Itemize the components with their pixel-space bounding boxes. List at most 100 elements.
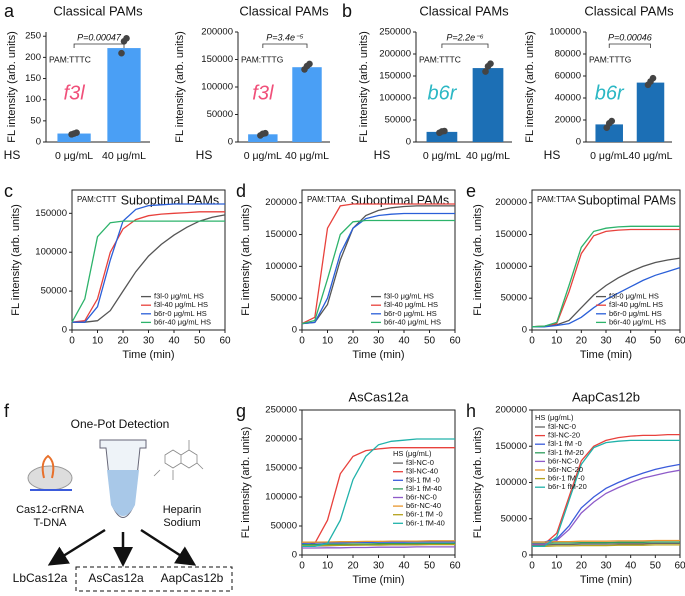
legend-label: f3l-40 μg/mL HS xyxy=(384,300,438,309)
y-axis-label: FL intensity (arb. units) xyxy=(472,204,484,315)
x-tick-label: 40 xyxy=(625,336,637,347)
y-tick-label: 0 xyxy=(292,550,297,561)
y-tick-label: 100000 xyxy=(379,93,411,104)
x-axis-label: HS xyxy=(544,148,561,162)
y-tick-label: 250 xyxy=(25,31,41,42)
y-tick-label: 100000 xyxy=(35,247,67,258)
x-axis-label: Time (min) xyxy=(352,349,404,361)
chart-title: Classical PAMs xyxy=(584,3,674,18)
x-tick-label: 40 μg/mL xyxy=(285,150,329,162)
x-tick-label: 10 xyxy=(551,336,563,347)
y-axis-label: FL intensity (arb. units) xyxy=(240,427,252,538)
legend-label: f3l-1 fM -0 xyxy=(406,475,440,484)
chart-title: Suboptimal PAMs xyxy=(351,193,449,207)
y-axis-label: FL intensity (arb. units) xyxy=(524,31,536,142)
legend-label: f3l-NC-0 xyxy=(406,458,434,467)
gene-label: f3l xyxy=(64,82,86,104)
x-tick-label: 30 xyxy=(143,336,155,347)
x-tick-label: 0 xyxy=(529,336,535,347)
line-series xyxy=(302,540,455,543)
replicate-dot xyxy=(73,129,80,136)
line-series xyxy=(302,438,455,547)
p-value: P=3.4e⁻⁵ xyxy=(266,32,304,42)
y-axis-label: FL intensity (arb. units) xyxy=(358,31,370,142)
arrow xyxy=(47,528,106,566)
y-tick-label: 200000 xyxy=(495,405,527,416)
x-tick-label: 40 μg/mL xyxy=(629,150,673,162)
panel-letter: e xyxy=(466,181,476,201)
y-tick-label: 0 xyxy=(62,325,67,336)
x-tick-label: 10 xyxy=(551,561,563,572)
legend-label: f3l-NC-0 xyxy=(548,422,576,431)
diagram: One-Pot Detection Cas12-crRNA T-DNA Hepa… xyxy=(13,417,233,592)
y-tick-label: 0 xyxy=(228,137,233,148)
legend-label: b6r-40 μg/mL HS xyxy=(384,317,441,326)
replicate-dot xyxy=(306,60,313,68)
legend-label: b6r-0 μg/mL HS xyxy=(154,309,207,318)
bar xyxy=(292,67,322,142)
x-tick-label: 0 xyxy=(299,561,305,572)
y-tick-label: 100000 xyxy=(495,261,527,272)
y-axis-label: FL intensity (arb. units) xyxy=(472,427,484,538)
legend-title: HS (μg/mL) xyxy=(535,413,574,422)
x-tick-label: 20 xyxy=(117,336,129,347)
p-value: P=2.2e⁻⁶ xyxy=(446,32,484,42)
diagram-label: T-DNA xyxy=(34,517,68,529)
y-tick-label: 0 xyxy=(36,137,41,148)
legend-label: b6r-1 fM -0 xyxy=(548,474,585,483)
y-tick-label: 150000 xyxy=(495,441,527,452)
legend-label: b6r-1 fM -0 xyxy=(406,510,443,519)
pam-label: PAM:TTTG xyxy=(241,54,283,64)
tube-liquid xyxy=(107,470,139,516)
y-axis-label: FL intensity (arb. units) xyxy=(174,31,186,142)
y-tick-label: 200000 xyxy=(265,434,297,445)
x-axis-label: Time (min) xyxy=(580,574,632,586)
y-tick-label: 20000 xyxy=(555,115,581,126)
bar xyxy=(57,133,91,142)
legend-label: f3l-1 fM -0 xyxy=(548,439,582,448)
y-tick-label: 150000 xyxy=(35,208,67,219)
line-series xyxy=(71,220,225,323)
panel-letter: c xyxy=(4,181,13,201)
replicate-dot xyxy=(118,49,125,57)
line-series xyxy=(532,469,681,545)
legend-label: f3l-NC-20 xyxy=(548,431,580,440)
x-tick-label: 20 xyxy=(347,561,359,572)
x-tick-label: 40 xyxy=(168,336,180,347)
replicate-dot xyxy=(487,60,494,67)
panel-letter: b xyxy=(342,1,352,21)
panel-letter: f xyxy=(4,401,10,421)
y-tick-label: 100000 xyxy=(201,82,233,93)
panel-letter: a xyxy=(4,1,15,21)
bar xyxy=(426,131,458,142)
x-tick-label: 50 xyxy=(650,336,662,347)
x-axis-label: HS xyxy=(196,148,213,162)
y-tick-label: 50000 xyxy=(501,513,527,524)
gene-label: f3l xyxy=(252,82,274,104)
bar xyxy=(472,68,504,142)
pam-label: PAM:CTTT xyxy=(77,195,117,204)
x-tick-label: 60 xyxy=(449,561,461,572)
replicate-dot xyxy=(649,74,657,82)
cas12-icon xyxy=(27,465,73,491)
line-series xyxy=(532,463,681,543)
output-label: AapCas12b xyxy=(161,571,224,585)
x-tick-label: 0 μg/mL xyxy=(423,150,461,162)
x-tick-label: 0 xyxy=(529,561,535,572)
x-tick-label: 40 μg/mL xyxy=(466,150,510,162)
line-series xyxy=(532,544,680,547)
y-tick-label: 50000 xyxy=(271,521,297,532)
significance-bracket xyxy=(73,43,125,48)
line-series xyxy=(531,225,680,328)
x-tick-label: 50 xyxy=(424,561,436,572)
line-series xyxy=(301,203,455,325)
y-tick-label: 200 xyxy=(25,52,41,63)
y-tick-label: 40000 xyxy=(555,93,581,104)
gene-label: b6r xyxy=(595,82,625,104)
legend-label: b6r-40 μg/mL HS xyxy=(154,317,211,326)
y-tick-label: 50000 xyxy=(385,115,411,126)
x-tick-label: 60 xyxy=(219,336,231,347)
legend-label: f3l-NC-40 xyxy=(406,467,438,476)
bar xyxy=(636,82,665,142)
